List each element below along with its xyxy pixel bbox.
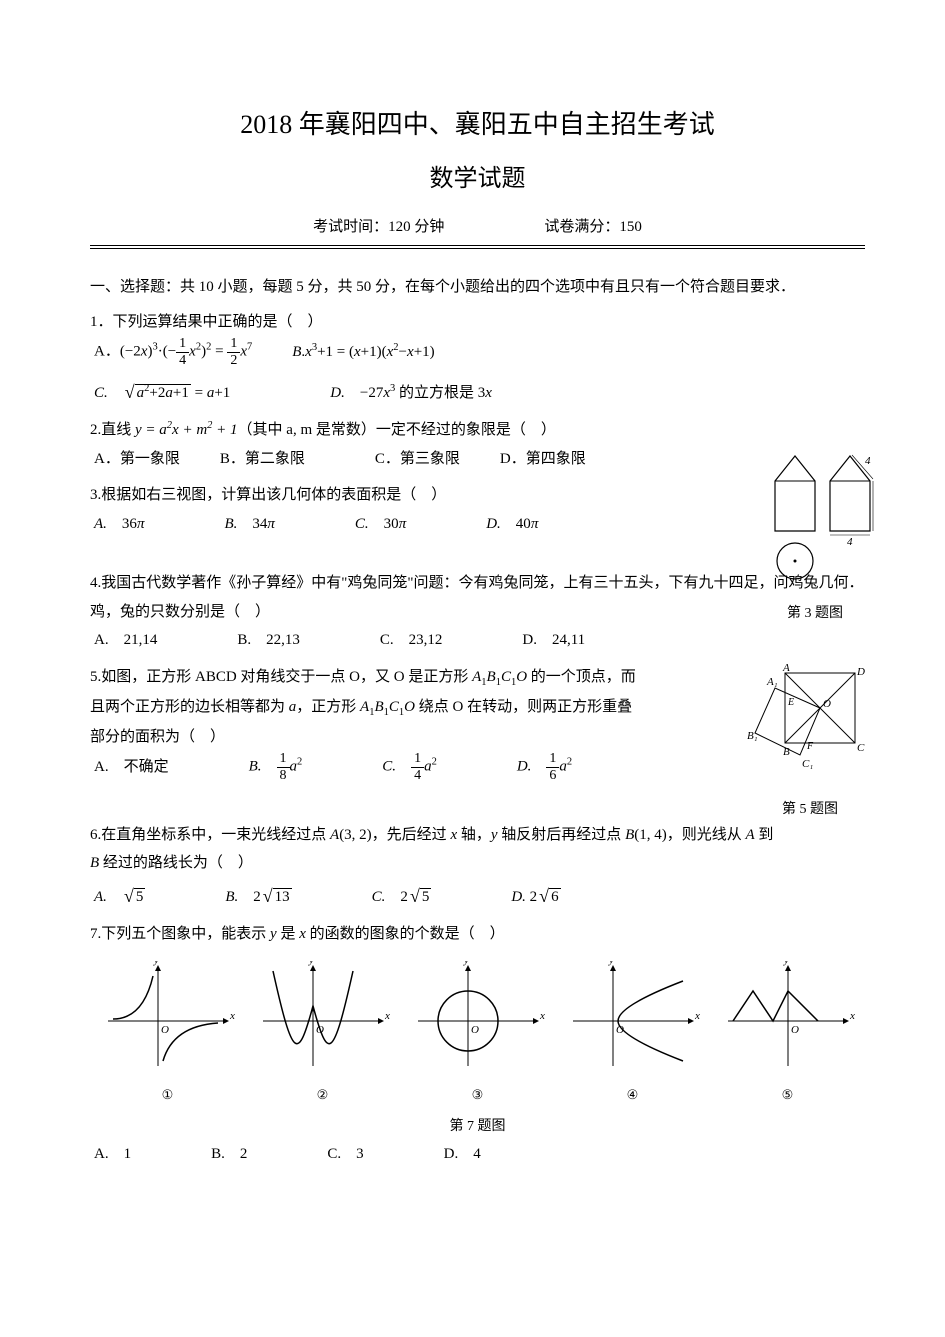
q3-three-view-svg: 4 6 4 [755,451,875,586]
svg-text:y: y [608,961,614,966]
q5-optionA: A. 不确定 [94,753,169,782]
svg-text:D: D [856,666,865,678]
dim-4b: 4 [865,455,871,467]
svg-text:F: F [806,741,814,752]
svg-text:O: O [471,1024,479,1036]
q5-svg: A D B C O A₁ B₁ C₁ E F [745,663,875,783]
q3-optionA: A. 36π [94,510,144,539]
q6-optionC: C. 25 [372,878,432,912]
svg-text:C: C [857,742,865,754]
svg-text:y: y [463,961,469,966]
q2-optionA: A．第一象限 [94,445,180,474]
q7-optionA: A. 1 [94,1140,131,1169]
q4-optionA: A. 21,14 [94,626,157,655]
q2-options: A．第一象限 B．第二象限 C．第三象限 D．第四象限 [94,445,865,474]
q3-optionC: C. 30π [355,510,406,539]
q4-stem: 4.我国古代数学著作《孙子算经》中有"鸡兔同笼"问题：今有鸡兔同笼，上有三十五头… [90,569,865,626]
divider-top [90,245,865,246]
q3-optionB: B. 34π [224,510,274,539]
q7-graph-2: y x O ② [245,961,400,1110]
q2-optionB: B．第二象限 [220,445,305,474]
q3-stem: 3.根据如右三视图，计算出该几何体的表面积是（ ） [90,481,865,510]
svg-text:O: O [161,1024,169,1036]
svg-text:O: O [823,698,831,710]
question-1: 1．下列运算结果中正确的是（ ） A．(−2x)3·(−14x2)2 = 12x… [90,308,865,408]
q3-options: A. 36π B. 34π C. 30π D. 40π [94,510,865,539]
svg-text:E: E [787,697,794,708]
q2-optionC: C．第三象限 [375,445,460,474]
section-1-header: 一、选择题：共 10 小题，每题 5 分，共 50 分，在每个小题给出的四个选项… [90,273,865,302]
page-subtitle: 数学试题 [90,157,865,203]
q1-options-row2: C. a2+2a+1 = a+1 D. −27x3 的立方根是 3x [94,374,865,408]
q5-optionC: C. 14a2 [382,751,437,783]
q1-optionC: C. a2+2a+1 = a+1 [94,374,230,408]
q5-optionB: B. 18a2 [249,751,303,783]
svg-text:x: x [849,1010,855,1022]
q7-figure-label: 第 7 题图 [90,1114,865,1141]
q7-optionD: D. 4 [444,1140,481,1169]
q7-label-3: ③ [472,1083,484,1108]
question-7: 7.下列五个图象中，能表示 y 是 x 的函数的图象的个数是（ ） y x O … [90,920,865,1169]
svg-text:x: x [384,1010,390,1022]
q7-graph-1: y x O ① [90,961,245,1110]
q1-optionD: D. −27x3 的立方根是 3x [330,379,492,408]
svg-text:x: x [229,1010,235,1022]
question-3: 4 6 4 第 3 题图 3.根据如右三视图，计算出该几何体的表面积是（ ） A… [90,481,865,561]
q1-optionB: B.x3+1 = (x+1)(x2−x+1) [292,338,434,367]
svg-text:A₁: A₁ [766,676,778,688]
svg-text:C₁: C₁ [802,758,813,770]
divider-bottom [90,248,865,249]
q7-label-5: ⑤ [782,1083,794,1108]
question-6: 6.在直角坐标系中，一束光线经过点 A(3, 2)，先后经过 x 轴，y 轴反射… [90,821,865,912]
q7-stem: 7.下列五个图象中，能表示 y 是 x 的函数的图象的个数是（ ） [90,920,865,949]
q7-label-2: ② [317,1083,329,1108]
q3-optionD: D. 40π [486,510,538,539]
q5-figure: A D B C O A₁ B₁ C₁ E F 第 5 题图 [745,663,875,824]
svg-text:x: x [694,1010,700,1022]
q7-label-1: ① [162,1083,174,1108]
q7-graph-5: y x O ⑤ [710,961,865,1110]
exam-score: 试卷满分：150 [544,213,642,242]
q4-options: A. 21,14 B. 22,13 C. 23,12 D. 24,11 [94,626,865,655]
question-5: A D B C O A₁ B₁ C₁ E F 第 5 题图 5.如图，正方形 A… [90,663,865,813]
q4-optionD: D. 24,11 [522,626,585,655]
svg-text:O: O [791,1024,799,1036]
q6-stem: 6.在直角坐标系中，一束光线经过点 A(3, 2)，先后经过 x 轴，y 轴反射… [90,821,865,850]
q2-optionD: D．第四象限 [500,445,586,474]
q1-options-row1: A．(−2x)3·(−14x2)2 = 12x7 B.x3+1 = (x+1)(… [94,336,865,368]
q4-optionC: C. 23,12 [380,626,443,655]
svg-text:y: y [308,961,314,966]
q1-stem: 1．下列运算结果中正确的是（ ） [90,308,865,337]
svg-text:B₁: B₁ [747,730,758,742]
exam-info: 考试时间：120 分钟 试卷满分：150 [90,213,865,242]
q6-optionB: B. 213 [225,878,291,912]
q7-graph-3: y x O ③ [400,961,555,1110]
question-2: 2.直线 y = a2x + m2 + 1（其中 a, m 是常数）一定不经过的… [90,416,865,473]
q7-optionB: B. 2 [211,1140,247,1169]
page-title: 2018 年襄阳四中、襄阳五中自主招生考试 [90,100,865,149]
svg-text:A: A [782,663,790,674]
q7-options: A. 1 B. 2 C. 3 D. 4 [94,1140,865,1169]
q7-label-4: ④ [627,1083,639,1108]
q6-optionA: A. 5 [94,878,145,912]
q7-optionC: C. 3 [327,1140,363,1169]
q6-options: A. 5 B. 213 C. 25 D. 26 [94,878,865,912]
exam-time: 考试时间：120 分钟 [313,213,444,242]
q6-optionD: D. 26 [511,878,560,912]
q6-stem2: B 经过的路线长为（ ） [90,849,865,878]
svg-text:y: y [783,961,789,966]
svg-text:y: y [153,961,159,966]
q2-stem: 2.直线 y = a2x + m2 + 1（其中 a, m 是常数）一定不经过的… [90,416,865,445]
q4-optionB: B. 22,13 [237,626,300,655]
q7-graphs: y x O ① y x O ② y [90,961,865,1110]
q5-optionD: D. 16a2 [517,751,572,783]
q7-graph-4: y x O ④ [555,961,710,1110]
svg-text:x: x [539,1010,545,1022]
q1-optionA: A．(−2x)3·(−14x2)2 = 12x7 [94,336,252,368]
svg-text:B: B [783,746,790,758]
question-4: 4.我国古代数学著作《孙子算经》中有"鸡兔同笼"问题：今有鸡兔同笼，上有三十五头… [90,569,865,655]
dim-4: 4 [847,536,853,548]
